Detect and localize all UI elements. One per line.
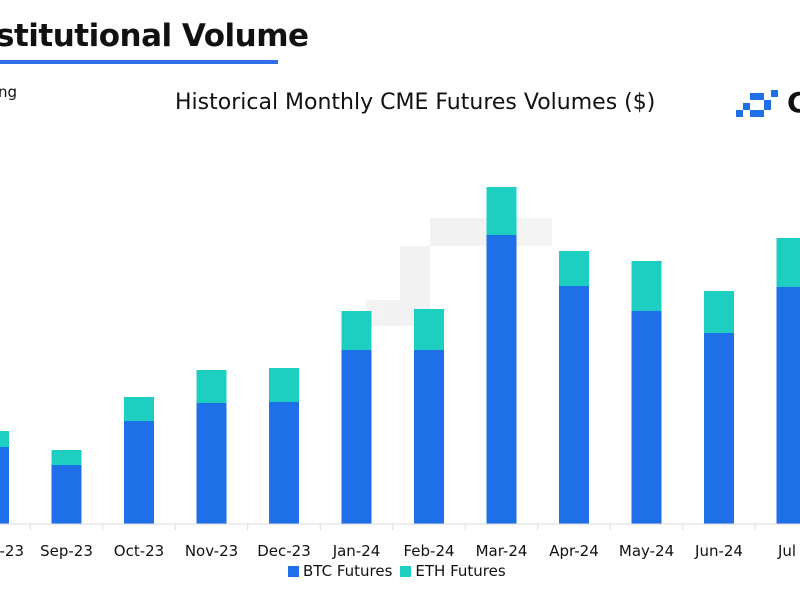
chart-title: Historical Monthly CME Futures Volumes (… [175,90,656,115]
x-tick-label: Jun-24 [694,542,743,560]
legend-label-btc: BTC Futures [303,562,393,580]
legend: BTC Futures ETH Futures [288,562,506,580]
brand-logo-icon [736,90,778,117]
bar-eth-Oct-23 [124,397,154,421]
x-tick-label: Nov-23 [185,542,238,560]
x-tick-label: Feb-24 [403,542,454,560]
x-tick-label: Jul [777,542,796,560]
legend-item-btc: BTC Futures [288,562,392,580]
x-tick-label: -23 [0,542,24,560]
bar-eth-Dec-23 [269,368,299,402]
subtitle: ng [0,83,18,101]
bar-eth-Mar-24 [486,187,517,235]
logo-text: C [787,86,800,119]
x-tick-label: Oct-23 [114,542,164,560]
legend-swatch-eth [400,566,412,577]
bar-eth-Nov-23 [196,370,227,403]
bar-btc-Dec-23 [269,402,299,524]
watermark [366,218,552,326]
bar-btc-Mar-24 [486,235,517,524]
bar-eth-Jan-24 [341,311,372,350]
bar-eth-Sep-23 [51,450,82,465]
bar-eth-May-24 [631,261,662,311]
bar-btc-Jun-24 [704,333,734,524]
bar-eth-Apr-24 [559,251,589,286]
x-tick-label: May-24 [619,542,674,560]
bar-btc-Oct-23 [124,421,154,524]
bar-btc-May-24 [631,311,662,524]
legend-swatch-btc [288,566,299,577]
x-tick-label: Dec-23 [257,542,311,560]
x-tick-label: Apr-24 [549,542,599,560]
page-title: stitutional Volume [0,18,309,54]
legend-label-eth: ETH Futures [415,562,506,580]
bar-btc-Jan-24 [341,350,372,524]
bar-eth-Jul-24 [776,238,800,287]
title-underline [0,60,278,64]
bar-btc-Aug-23 [0,447,9,524]
bar-eth-Jun-24 [704,291,734,333]
legend-item-eth: ETH Futures [400,562,506,580]
bar-eth-Aug-23 [0,431,9,447]
bar-btc-Jul-24 [776,287,800,524]
bar-btc-Sep-23 [51,465,82,524]
bar-eth-Feb-24 [414,309,444,350]
x-tick-label: Jan-24 [332,542,381,560]
bar-btc-Apr-24 [559,286,589,524]
x-tick-label: Sep-23 [40,542,93,560]
x-tick-label: Mar-24 [476,542,528,560]
bar-btc-Nov-23 [196,403,227,524]
bar-btc-Feb-24 [414,350,444,524]
